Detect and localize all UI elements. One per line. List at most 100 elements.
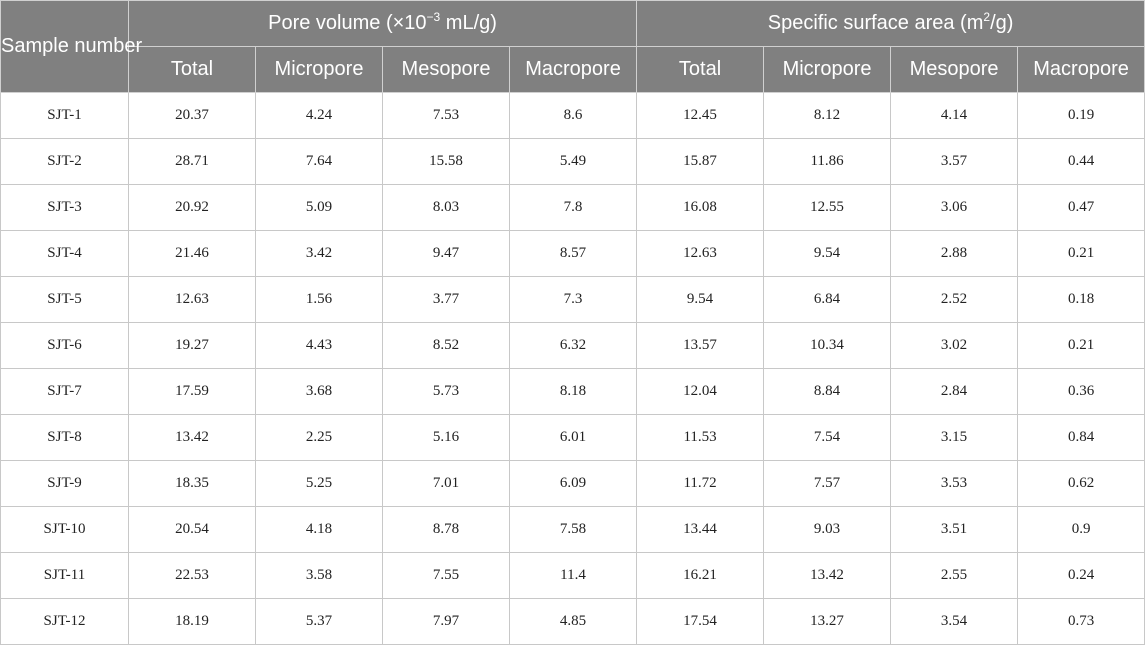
value-cell: 15.87 — [636, 138, 765, 185]
value-cell: 6.09 — [508, 460, 638, 507]
value-cell: 0.21 — [1017, 322, 1145, 369]
value-cell: 15.58 — [382, 138, 510, 185]
value-cell: 9.03 — [763, 506, 892, 553]
header-pore-volume: Pore volume (×10−3 mL/g) — [127, 0, 638, 47]
subheader-pore-volume-mesopore: Mesopore — [382, 46, 510, 93]
value-cell: 0.44 — [1017, 138, 1145, 185]
value-cell: 13.44 — [636, 506, 765, 553]
pore-volume-unit: mL/g) — [440, 12, 497, 34]
value-cell: 9.54 — [636, 276, 765, 323]
value-cell: 8.84 — [763, 368, 892, 415]
value-cell: 19.27 — [128, 322, 256, 369]
value-cell: 13.42 — [763, 552, 892, 599]
table-row: SJT-11 22.53 3.58 7.55 11.4 16.21 13.42 2.55 0.2… — [0, 552, 1145, 599]
value-cell: 5.16 — [382, 414, 510, 461]
value-cell: 7.53 — [382, 92, 510, 139]
value-cell: 21.46 — [128, 230, 256, 277]
value-cell: 17.54 — [636, 598, 765, 645]
sample-id-cell: SJT-10 — [0, 506, 129, 553]
sample-id-cell: SJT-7 — [0, 368, 129, 415]
value-cell: 12.04 — [636, 368, 765, 415]
value-cell: 4.43 — [255, 322, 383, 369]
value-cell: 4.14 — [890, 92, 1019, 139]
value-cell: 20.54 — [128, 506, 256, 553]
value-cell: 3.53 — [890, 460, 1019, 507]
value-cell: 6.32 — [508, 322, 638, 369]
value-cell: 18.35 — [128, 460, 256, 507]
value-cell: 8.57 — [508, 230, 638, 277]
surface-area-label: Specific surface area (m — [767, 12, 984, 34]
value-cell: 2.55 — [890, 552, 1019, 599]
subheader-surface-area-total: Total — [636, 46, 765, 93]
value-cell: 7.64 — [255, 138, 383, 185]
value-cell: 11.72 — [636, 460, 765, 507]
sample-id-cell: SJT-5 — [0, 276, 129, 323]
value-cell: 12.63 — [636, 230, 765, 277]
value-cell: 0.84 — [1017, 414, 1145, 461]
sample-id-cell: SJT-2 — [0, 138, 129, 185]
table-row: SJT-6 19.27 4.43 8.52 6.32 13.57 10.34 3.02 0.21 — [0, 322, 1145, 369]
subheader-surface-area-mesopore: Mesopore — [890, 46, 1019, 93]
surface-area-exponent: 2 — [983, 10, 991, 24]
surface-area-unit: /g) — [990, 12, 1014, 34]
value-cell: 7.01 — [382, 460, 510, 507]
subheader-surface-area-micropore: Micropore — [763, 46, 892, 93]
value-cell: 3.77 — [382, 276, 510, 323]
value-cell: 20.92 — [128, 184, 256, 231]
sample-id-cell: SJT-11 — [0, 552, 129, 599]
value-cell: 5.25 — [255, 460, 383, 507]
pore-volume-exponent: −3 — [426, 10, 441, 24]
value-cell: 7.8 — [508, 184, 638, 231]
value-cell: 11.4 — [508, 552, 638, 599]
value-cell: 2.84 — [890, 368, 1019, 415]
value-cell: 8.78 — [382, 506, 510, 553]
value-cell: 8.52 — [382, 322, 510, 369]
value-cell: 22.53 — [128, 552, 256, 599]
value-cell: 7.97 — [382, 598, 510, 645]
value-cell: 18.19 — [128, 598, 256, 645]
value-cell: 7.55 — [382, 552, 510, 599]
table-row: SJT-8 13.42 2.25 5.16 6.01 11.53 7.54 3.15 0.84 — [0, 414, 1145, 461]
value-cell: 0.36 — [1017, 368, 1145, 415]
value-cell: 2.52 — [890, 276, 1019, 323]
value-cell: 11.86 — [763, 138, 892, 185]
sample-id-cell: SJT-6 — [0, 322, 129, 369]
value-cell: 0.47 — [1017, 184, 1145, 231]
value-cell: 9.47 — [382, 230, 510, 277]
value-cell: 1.56 — [255, 276, 383, 323]
subheader-pore-volume-micropore: Micropore — [255, 46, 383, 93]
table-row: SJT-7 17.59 3.68 5.73 8.18 12.04 8.84 2.84 0.36 — [0, 368, 1145, 415]
table-row: SJT-3 20.92 5.09 8.03 7.8 16.08 12.55 3.06 0.47 — [0, 184, 1145, 231]
table-row: SJT-10 20.54 4.18 8.78 7.58 13.44 9.03 3.51 0.9 — [0, 506, 1145, 553]
value-cell: 0.18 — [1017, 276, 1145, 323]
table-row: SJT-1 20.37 4.24 7.53 8.6 12.45 8.12 4.14 0.19 — [0, 92, 1145, 139]
subheader-pore-volume-total: Total — [128, 46, 256, 93]
value-cell: 3.06 — [890, 184, 1019, 231]
subheader-surface-area-macropore: Macropore — [1017, 46, 1145, 93]
value-cell: 13.42 — [128, 414, 256, 461]
value-cell: 7.3 — [508, 276, 638, 323]
header-surface-area: Specific surface area (m2/g) — [636, 0, 1145, 47]
value-cell: 2.25 — [255, 414, 383, 461]
value-cell: 5.73 — [382, 368, 510, 415]
value-cell: 4.24 — [255, 92, 383, 139]
value-cell: 20.37 — [128, 92, 256, 139]
sample-id-cell: SJT-12 — [0, 598, 129, 645]
value-cell: 13.57 — [636, 322, 765, 369]
value-cell: 4.18 — [255, 506, 383, 553]
value-cell: 7.57 — [763, 460, 892, 507]
table-body: SJT-1 20.37 4.24 7.53 8.6 12.45 8.12 4.14 0.19 SJ… — [0, 92, 1145, 645]
value-cell: 3.02 — [890, 322, 1019, 369]
value-cell: 5.37 — [255, 598, 383, 645]
table-row: SJT-5 12.63 1.56 3.77 7.3 9.54 6.84 2.52 0.18 — [0, 276, 1145, 323]
header-sample-number: Sample number — [0, 0, 142, 93]
value-cell: 2.88 — [890, 230, 1019, 277]
value-cell: 4.85 — [508, 598, 638, 645]
value-cell: 6.84 — [763, 276, 892, 323]
value-cell: 0.24 — [1017, 552, 1145, 599]
sample-id-cell: SJT-1 — [0, 92, 129, 139]
value-cell: 0.9 — [1017, 506, 1145, 553]
value-cell: 17.59 — [128, 368, 256, 415]
table-row: SJT-2 28.71 7.64 15.58 5.49 15.87 11.86 3.57 0.4… — [0, 138, 1145, 185]
